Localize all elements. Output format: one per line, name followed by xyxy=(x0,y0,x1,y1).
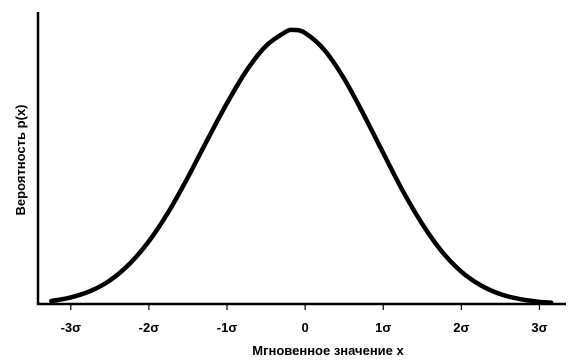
x-tick-label: 1σ xyxy=(375,320,391,335)
x-ticks: -3σ -2σ -1σ 0 1σ 2σ 3σ xyxy=(61,304,548,335)
series-layer xyxy=(49,27,554,305)
x-axis-title: Мгновенное значение x xyxy=(252,343,404,358)
x-tick-label: -1σ xyxy=(217,320,238,335)
x-tick-label: -3σ xyxy=(61,320,82,335)
x-tick-label: 2σ xyxy=(453,320,469,335)
y-axis-title: Вероятность p(x) xyxy=(13,105,28,216)
probability-density-curve xyxy=(49,27,554,305)
x-tick-label: 3σ xyxy=(531,320,547,335)
x-tick-label: 0 xyxy=(302,320,309,335)
x-tick-label: -2σ xyxy=(139,320,160,335)
